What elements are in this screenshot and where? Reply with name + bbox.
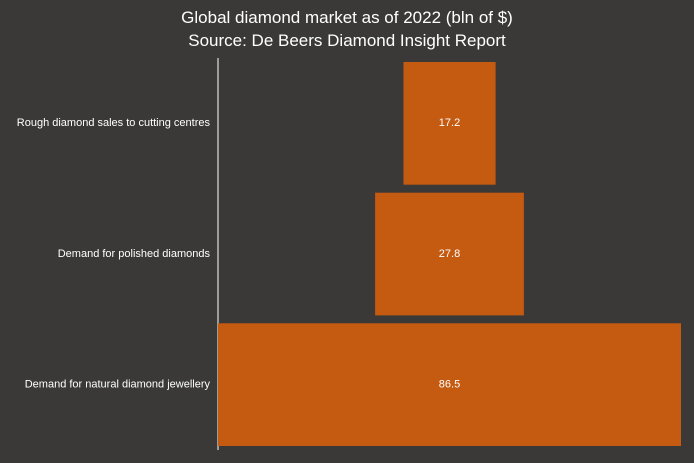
data-label: 17.2 — [439, 117, 460, 129]
chart-subtitle: Source: De Beers Diamond Insight Report — [188, 31, 506, 50]
funnel-bar — [218, 323, 681, 446]
funnel-bar — [375, 192, 524, 316]
category-tick-label: Rough diamond sales to cutting centres — [17, 117, 211, 129]
chart-title-block: Global diamond market as of 2022 (bln of… — [0, 6, 694, 52]
data-label: 27.8 — [439, 248, 460, 260]
chart-title: Global diamond market as of 2022 (bln of… — [181, 8, 513, 27]
category-tick-label: Demand for polished diamonds — [58, 248, 211, 260]
category-tick-label: Demand for natural diamond jewellery — [25, 379, 211, 391]
data-label: 86.5 — [439, 379, 460, 391]
funnel-bar — [403, 62, 496, 185]
